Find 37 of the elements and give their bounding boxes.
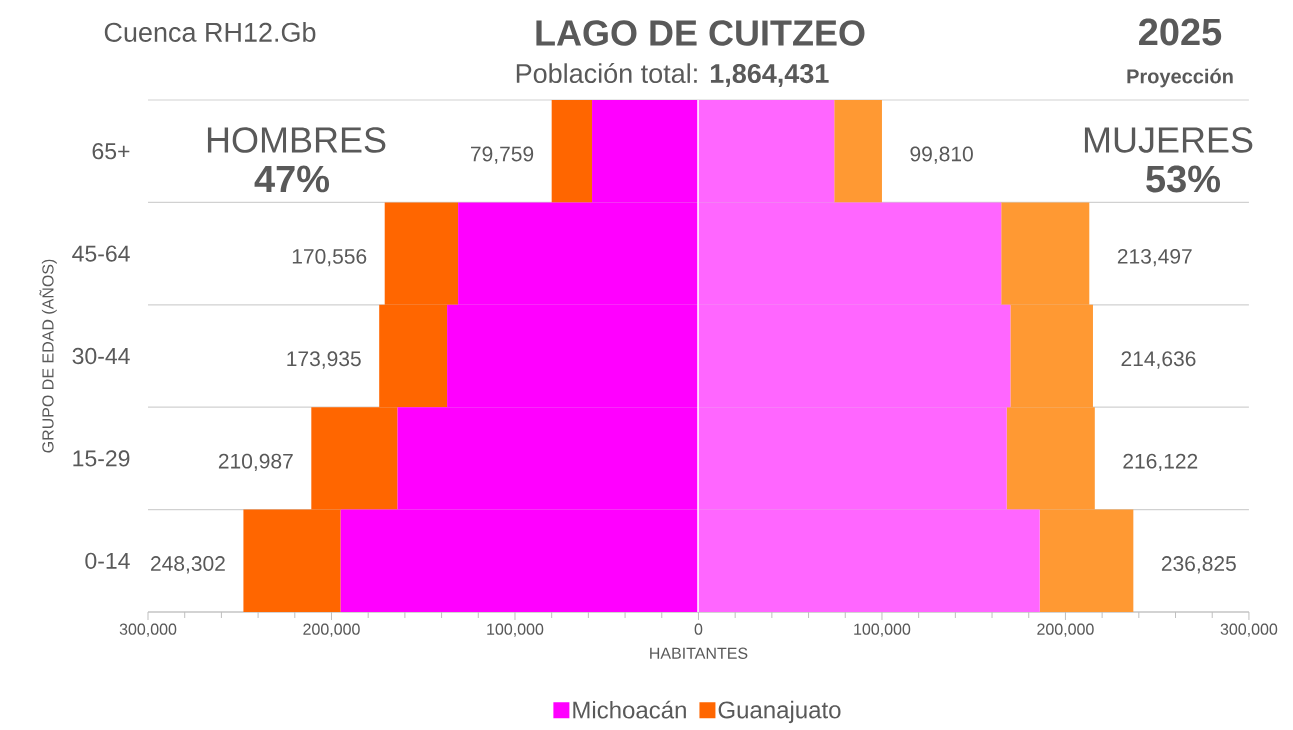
text: 216,122 — [1123, 453, 1198, 472]
text: 214,636 — [1121, 351, 1196, 369]
x-axis-title: HABITANTES — [650, 647, 748, 659]
text: 210,987 — [218, 453, 293, 472]
legend-label: Guanajuato — [718, 700, 841, 724]
text: 248,302 — [151, 556, 225, 574]
x-tick-label: 200,000 — [1037, 623, 1094, 637]
y-tick-label: 15-29 — [73, 450, 130, 467]
legend-label: Michoacán — [573, 700, 686, 719]
text: 79,759 — [471, 146, 534, 164]
annotation: 47% — [254, 165, 330, 193]
y-tick-label: 45-64 — [72, 245, 130, 262]
bar — [551, 99, 593, 203]
x-tick-label: 300,000 — [119, 623, 177, 637]
x-tick-label: 100,000 — [487, 623, 544, 637]
text: 236,825 — [1161, 556, 1236, 574]
y-tick-label: 0-14 — [85, 552, 130, 569]
x-tick-label: 300,000 — [1220, 623, 1278, 637]
y-axis-title: GRUPO DE EDAD (AÑOS) — [39, 259, 57, 453]
x-tick-label: 0 — [694, 623, 703, 635]
y-tick-label: 65+ — [92, 143, 130, 160]
text: 170,556 — [292, 248, 367, 267]
y-tick-label: 30-44 — [72, 347, 130, 365]
text: Proyección — [1127, 68, 1233, 88]
text: 213,497 — [1117, 248, 1192, 267]
x-tick-label: 200,000 — [303, 623, 360, 637]
annotation: HOMBRES — [207, 127, 386, 153]
annotation: MUJERES — [1084, 127, 1253, 153]
chart-subtitle: Población total: 1,864,431 — [516, 62, 829, 88]
text: 173,935 — [287, 351, 361, 369]
text: Cuenca RH12.Gb — [104, 22, 316, 42]
annotation: 53% — [1146, 165, 1221, 193]
text: 99,810 — [910, 146, 973, 164]
text: 2025 — [1139, 18, 1222, 46]
bar — [834, 99, 882, 203]
chart-title: LAGO DE CUITZEO — [536, 20, 865, 46]
x-tick-label: 100,000 — [854, 623, 911, 637]
